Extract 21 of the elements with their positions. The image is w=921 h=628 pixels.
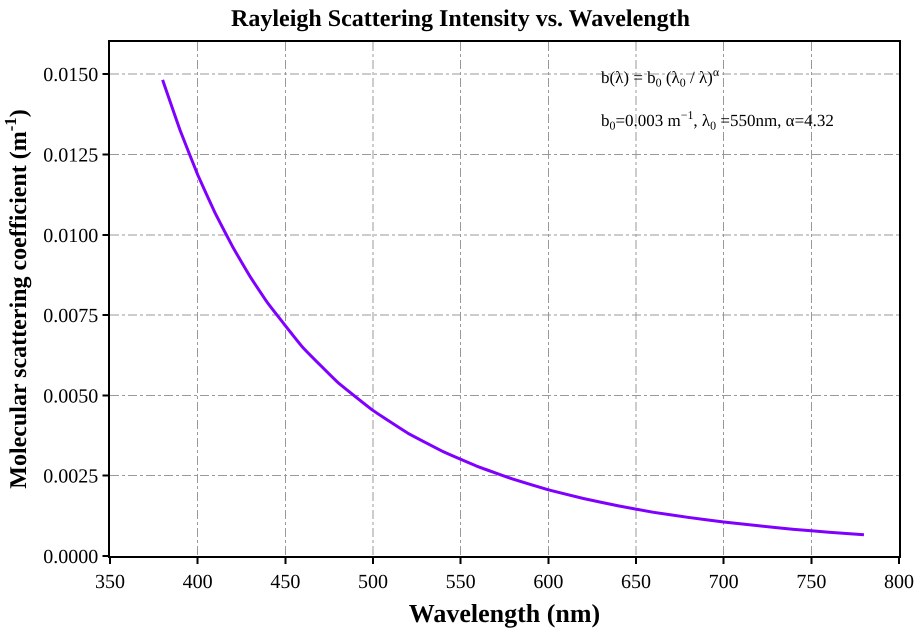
y-tick-label: 0.0075 <box>43 305 98 328</box>
y-tick-label: 0.0150 <box>43 64 98 86</box>
x-axis-title: Wavelength (nm) <box>408 599 600 628</box>
y-tick-label: 0.0125 <box>43 144 98 166</box>
chart-title: Rayleigh Scattering Intensity vs. Wavelength <box>231 6 690 32</box>
x-tick-label: 500 <box>358 570 388 593</box>
x-tick-label: 450 <box>270 570 300 593</box>
annotation: b$_{0}$=0.003 m$^{−1}$, λ$_{0}$ =550nm, α=4.32 <box>601 108 834 133</box>
x-tick-label: 800 <box>884 570 914 593</box>
x-tick-label: 550 <box>446 570 476 593</box>
y-tick-label: 0.0100 <box>43 224 98 247</box>
annotation: b(λ) = b$_{0}$ (λ$_{0}$ / λ)$^{α}$ <box>601 65 720 90</box>
y-tick-label: 0.0050 <box>43 385 98 408</box>
y-tick-label: 0.0000 <box>43 546 98 568</box>
x-tick-label: 700 <box>708 570 739 593</box>
x-tick-label: 600 <box>533 570 564 593</box>
y-tick-label: 0.0025 <box>43 466 98 488</box>
x-tick-label: 400 <box>182 570 213 593</box>
x-tick-label: 650 <box>621 570 651 593</box>
x-tick-label: 350 <box>95 570 125 593</box>
x-tick-label: 750 <box>796 570 826 593</box>
